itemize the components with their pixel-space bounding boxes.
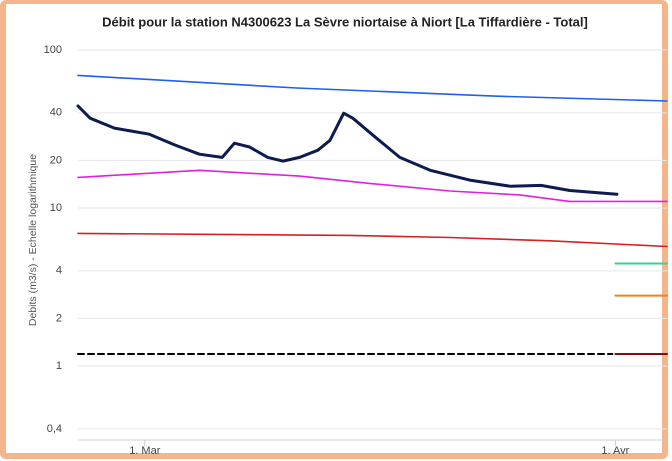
y-tick-label: 100 — [44, 44, 62, 56]
series-line — [77, 232, 668, 248]
y-tick-label: 40 — [50, 107, 62, 119]
chart-title: Débit pour la station N4300623 La Sèvre … — [102, 14, 588, 29]
x-tick-label: 1. Mar — [129, 445, 161, 457]
series-line — [77, 74, 668, 102]
series-line — [77, 169, 668, 203]
y-tick-label: 20 — [50, 154, 62, 166]
y-tick-label: 10 — [50, 202, 62, 214]
y-tick-label: 4 — [56, 265, 62, 277]
series-line — [76, 104, 619, 196]
y-axis-label: Debits (m3/s) - Echelle logarithmique — [27, 154, 39, 326]
y-tick-label: 2 — [56, 312, 62, 324]
x-tick-label: 1. Avr — [601, 445, 629, 457]
y-tick-label: 1 — [56, 360, 62, 372]
y-tick-label: 0,4 — [47, 423, 62, 435]
